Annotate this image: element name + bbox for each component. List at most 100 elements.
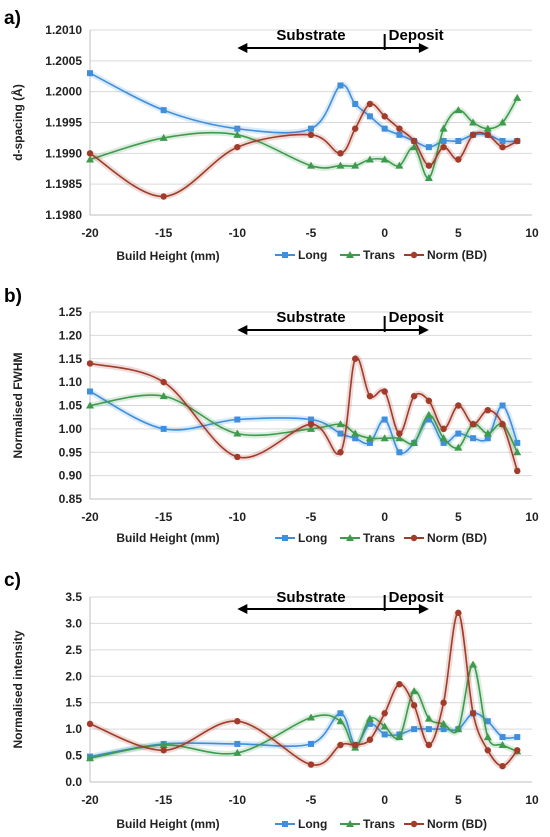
chart-1-data-point [307,131,315,139]
chart-2-data-point [234,416,241,423]
chart-2-x-axis-label: Build Height (mm) [116,531,219,545]
chart-3-legend-marker [346,820,354,827]
chart-1-x-tick-label: -10 [229,226,247,240]
chart-3-substrate-label: Substrate [276,589,345,606]
chart-1-data-point [233,130,242,138]
chart-1-data-point [352,101,359,107]
chart-3-data-point [440,726,447,733]
chart-1-data-point [410,137,418,145]
chart-3-data-point [160,747,167,754]
chart-3-data-point [234,740,241,747]
chart-1-data-point [381,125,388,132]
chart-3-data-point [484,718,491,725]
chart-1-data-point [380,155,389,163]
chart-2-legend-marker [410,534,418,542]
chart-1-y-tick-label: 1.1985 [45,177,82,191]
chart-2-data-point [513,448,522,456]
chart-3-series-2 [86,660,522,762]
chart-3-data-point [410,702,418,709]
chart-2-x-tick-label: 10 [525,510,539,524]
chart-2-data-point [337,449,344,456]
chart-panel-1: a) 1.1980 1.1985 1.1990 1.1995 1.2000 1.2005 1.… [4,8,539,263]
chart-3-y-axis-label: Normalised intensity [11,630,25,748]
chart-2-legend-label: Long [298,531,327,545]
chart-2-x-tick-label: 0 [381,510,388,524]
chart-2-data-point [336,420,345,428]
chart-2-substrate-label: Substrate [276,309,345,326]
chart-2-series-3 [86,354,521,475]
chart-1-y-tick-label: 1.1990 [45,146,82,160]
chart-1-data-point [234,143,241,151]
chart-3-data-point [395,733,404,741]
chart-3-data-point [337,710,344,717]
chart-1-data-point [234,125,241,132]
chart-3-data-point [380,722,389,730]
chart-3-data-point [499,762,506,770]
chart-2-y-tick-label: 1.20 [59,328,83,342]
chart-1-data-point [395,161,404,169]
chart-1-data-point [440,143,447,151]
chart-3-legend-label: Norm (BD) [427,817,487,831]
chart-2-data-point [455,402,462,409]
chart-2-x-tick-label: 5 [455,510,462,524]
chart-2-data-point [439,434,448,442]
chart-2-panel-label: b) [4,286,22,307]
chart-2-y-tick-label: 1.10 [59,375,83,389]
chart-1-data-point [160,107,167,114]
chart-1-data-point [351,161,360,169]
chart-1-y-axis-label: d-spacing (Å) [10,84,25,161]
chart-1-data-point [514,137,521,145]
chart-2-data-point [514,467,521,475]
chart-1-data-point [513,93,522,101]
chart-1-series-halo [88,100,519,200]
chart-1-data-point [484,131,491,139]
chart-3-y-tick-label: 1.5 [65,696,82,710]
chart-panel-3: c) 0.0 0.5 1.0 1.5 2.0 2.5 3.0 3.5 -20 -15 -10 -5 0 5 1… [4,570,539,831]
chart-3-data-point [514,734,521,741]
chart-3-x-tick-label: 5 [455,793,462,807]
chart-1-data-point [425,162,433,169]
chart-2-x-tick-label: -20 [81,510,99,524]
chart-3-data-point [381,731,388,738]
chart-3-legend-marker [410,820,418,828]
chart-3-data-point [233,748,242,756]
chart-2-data-point [455,430,462,437]
chart-3-data-point [424,714,433,722]
chart-3-data-point [484,747,491,754]
chart-3-legend-marker [282,821,288,827]
chart-1-data-point [499,138,506,144]
chart-3-data-point [425,726,432,733]
chart-3-legend-label: Trans [363,817,395,831]
chart-3-y-tick-label: 1.0 [65,722,82,736]
chart-3-data-point [352,741,359,749]
chart-1-x-tick-label: 10 [525,226,539,240]
chart-3-data-point [410,687,419,695]
chart-3-data-point [337,741,344,749]
chart-2-deposit-label: Deposit [389,309,444,326]
chart-2-y-tick-label: 0.90 [59,469,83,483]
chart-1-x-tick-label: 0 [381,226,388,240]
chart-3-y-tick-label: 2.0 [65,669,82,683]
chart-2-data-point [233,429,242,437]
chart-1-data-point [499,143,506,151]
chart-1-data-point [455,156,462,163]
chart-1-x-tick-label: -20 [81,226,99,240]
chart-1-data-point [396,131,403,138]
chart-1-legend-label: Trans [363,248,395,262]
chart-3-y-tick-label: 0.0 [65,775,82,789]
chart-2-x-tick-label: -5 [306,510,317,524]
chart-1-data-point [336,161,345,169]
chart-1-data-point [439,124,448,132]
chart-2-data-point [307,424,315,432]
chart-3-data-point [381,710,388,717]
chart-3-data-point [469,660,478,668]
chart-1-data-point [366,113,373,120]
chart-1-y-tick-label: 1.2000 [45,85,82,99]
chart-1-data-point [337,82,344,89]
chart-2-legend-marker [282,535,288,541]
chart-1-x-tick-label: 5 [455,226,462,240]
chart-2-y-tick-label: 0.95 [59,445,83,459]
chart-2-data-point [86,401,94,409]
chart-1-data-point [86,155,94,163]
chart-2-data-point [410,392,418,400]
